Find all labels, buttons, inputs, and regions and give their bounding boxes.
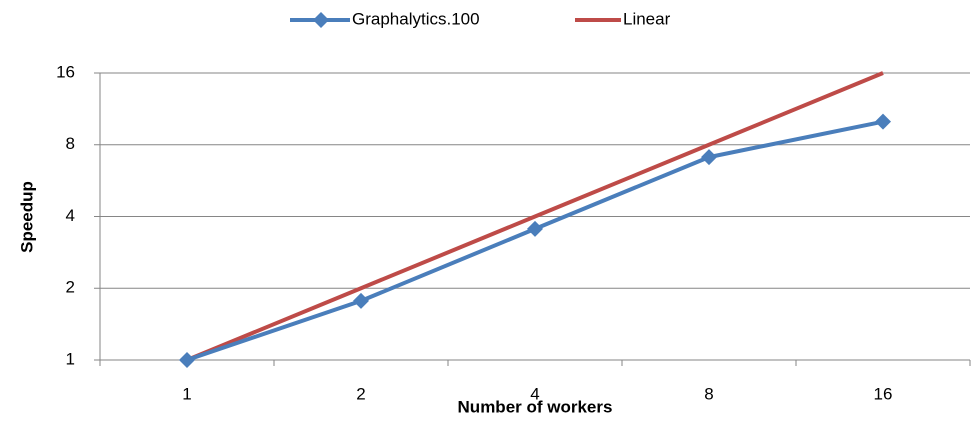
y-tick-label: 4 — [66, 206, 75, 225]
data-point — [527, 220, 543, 237]
x-tick-label: 16 — [874, 384, 893, 403]
x-tick-label: 4 — [530, 384, 539, 403]
y-tick-label: 2 — [66, 278, 75, 297]
series-line — [186, 71, 884, 362]
legend-label: Linear — [623, 9, 671, 28]
x-axis-label: Number of workers — [458, 397, 613, 416]
x-tick-label: 1 — [182, 384, 191, 403]
x-tick-label: 2 — [356, 384, 365, 403]
y-axis-label: Speedup — [17, 181, 36, 253]
legend-label: Graphalytics.100 — [352, 9, 480, 28]
y-tick-label: 1 — [66, 349, 75, 368]
y-tick-label: 8 — [66, 134, 75, 153]
data-point — [701, 149, 717, 166]
y-tick-label: 16 — [56, 62, 75, 81]
data-point — [353, 292, 369, 309]
x-tick-label: 8 — [704, 384, 713, 403]
series-line — [186, 119, 884, 362]
data-point — [875, 113, 891, 130]
data-point — [179, 352, 195, 368]
legend-marker — [313, 12, 329, 28]
